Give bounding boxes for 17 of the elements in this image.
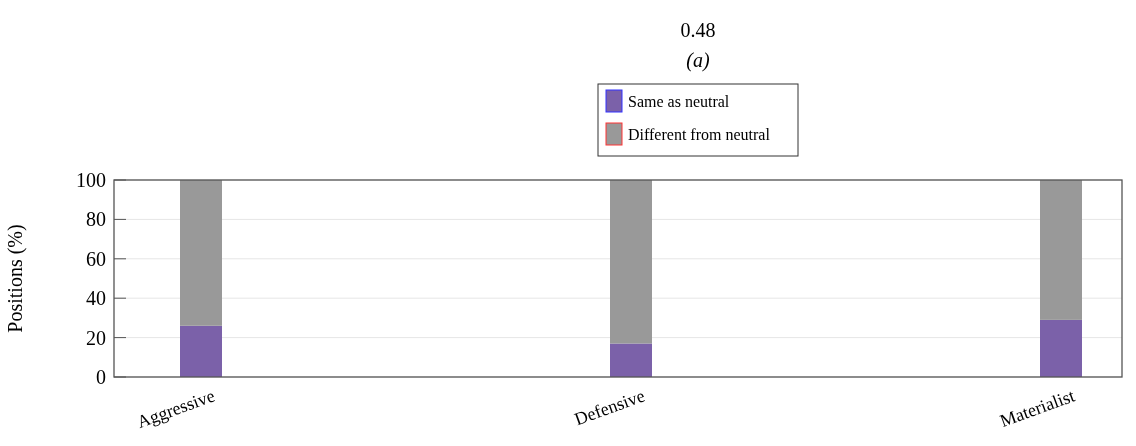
bar [180,180,222,326]
legend-label: Same as neutral [628,92,730,110]
y-tick-label: 60 [86,247,106,270]
chart-title: 0.48 [680,19,716,41]
bar [180,325,222,377]
bar [1040,319,1082,377]
y-tick-label: 40 [86,287,106,310]
y-tick-label: 0 [96,366,106,388]
chart-subtitle: (a) [686,49,710,72]
legend-label: Different from neutral [628,125,771,143]
y-tick-label: 80 [86,208,106,231]
bar [610,343,652,377]
bar [610,180,652,344]
y-tick-label: 100 [76,169,106,191]
y-axis-title: Positions (%) [4,224,27,333]
bar [1040,180,1082,320]
y-tick-label: 20 [86,326,106,349]
